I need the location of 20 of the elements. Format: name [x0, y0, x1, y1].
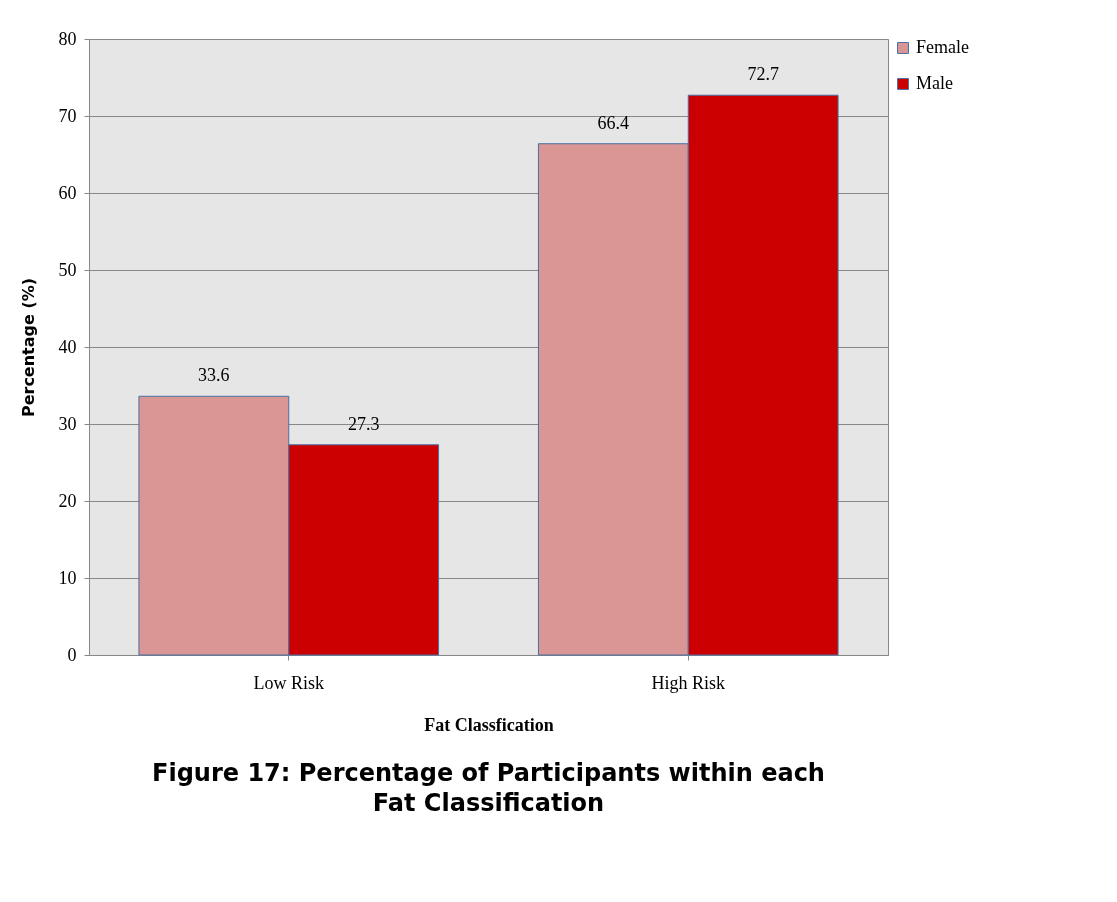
x-tick-label: High Risk — [651, 672, 726, 693]
text: Figure 17: Percentage of Participants within each Fat Classification — [152, 759, 825, 817]
y-tick-label: 80 — [58, 28, 77, 49]
legend-label: Female — [916, 37, 969, 57]
legend-label: Male — [916, 73, 953, 93]
y-tick-label: 60 — [58, 182, 77, 203]
data-label: 27.3 — [347, 413, 380, 434]
y-tick-label: 40 — [58, 336, 77, 357]
data-label: 33.6 — [198, 365, 230, 386]
y-axis-title: Percentage (%) — [18, 277, 38, 418]
data-label: 66.4 — [597, 112, 630, 133]
y-tick-label: 30 — [58, 413, 77, 434]
y-tick-label: 70 — [58, 105, 77, 126]
y-tick-label: 0 — [67, 644, 77, 665]
x-axis-title: Fat Classfication — [424, 714, 554, 735]
y-tick-label: 10 — [58, 567, 77, 588]
y-tick-label: 50 — [58, 259, 77, 280]
data-label: 72.7 — [747, 64, 779, 85]
x-tick-label: Low Risk — [253, 672, 325, 693]
y-tick-label: 20 — [58, 490, 77, 511]
